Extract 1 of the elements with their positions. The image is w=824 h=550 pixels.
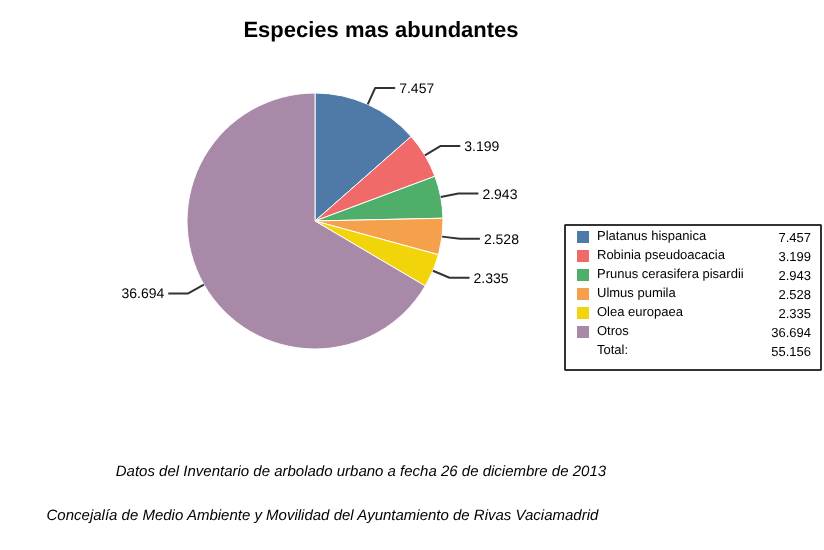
chart-title: Especies mas abundantes (243, 19, 519, 43)
